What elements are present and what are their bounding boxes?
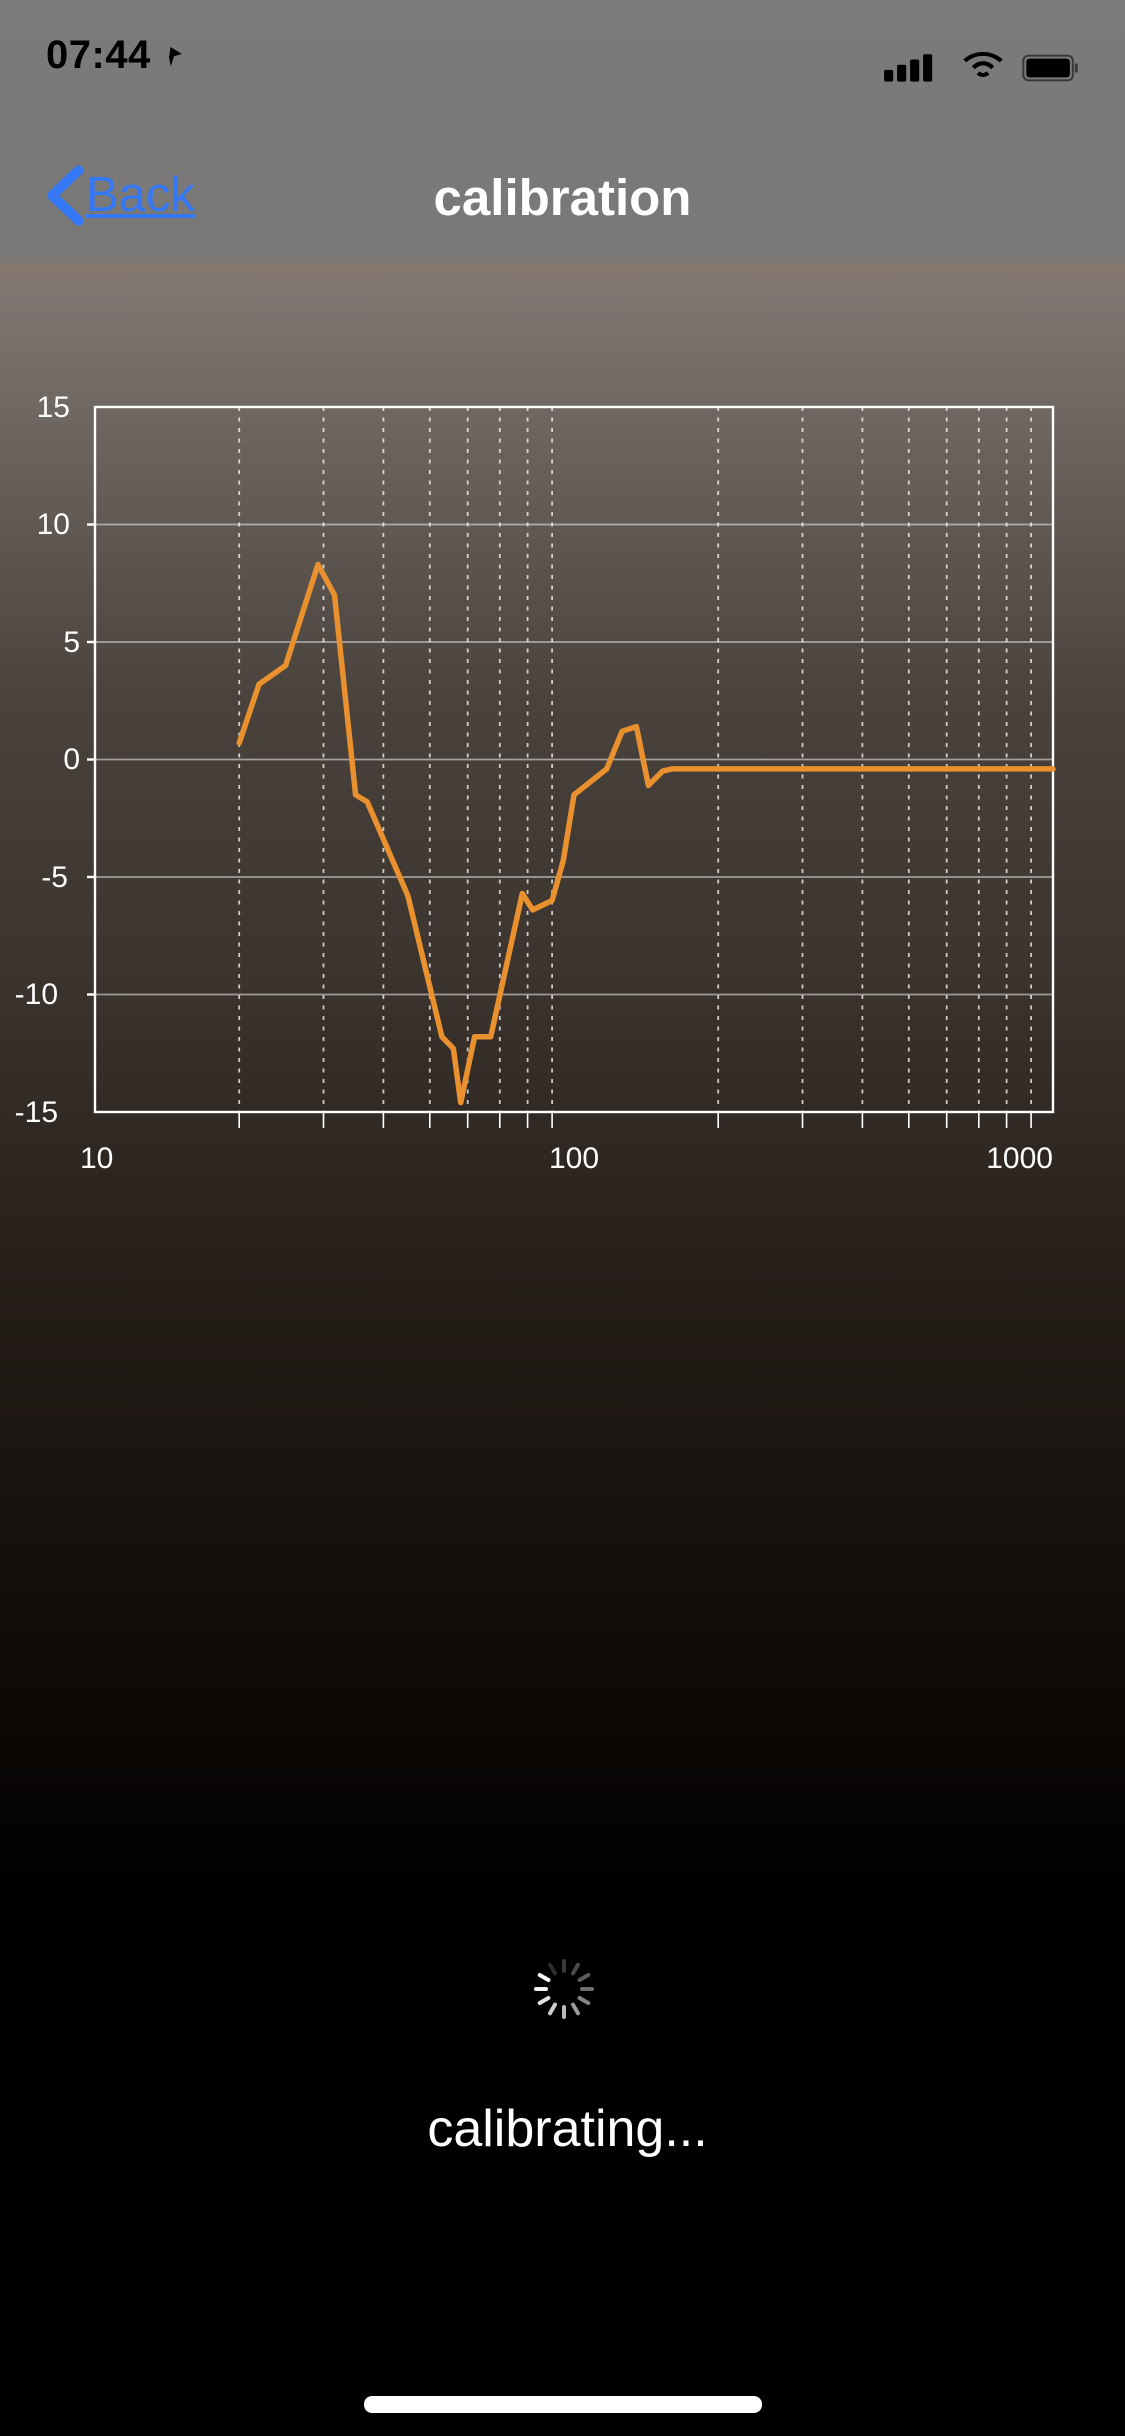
svg-text:-10: -10 [15,978,58,1011]
svg-text:10: 10 [80,1142,113,1175]
svg-text:-15: -15 [15,1096,58,1129]
svg-text:10: 10 [37,508,70,541]
svg-text:0: 0 [63,743,80,776]
svg-text:15: 15 [37,391,70,424]
svg-text:100: 100 [549,1142,599,1175]
svg-text:1000: 1000 [986,1142,1053,1175]
svg-text:-5: -5 [41,861,68,894]
svg-text:5: 5 [63,626,80,659]
